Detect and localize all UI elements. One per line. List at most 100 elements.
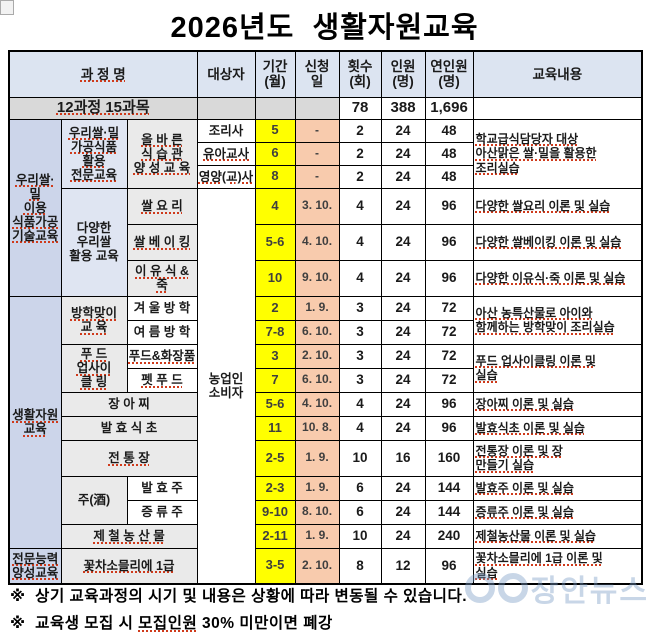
total-cell: 160 [424, 439, 474, 477]
group-cell-rice-wheat: 우리쌀·밀 이용 식품가공 기술교육 [8, 118, 62, 297]
course-cell: 푸드&화장품 [126, 343, 198, 369]
total-cell: 48 [424, 118, 474, 143]
apply-cell: 4. 10. [294, 223, 340, 261]
people-cell: 24 [380, 415, 426, 441]
education-table: 과 정 명 대상자 기간 (월) 신청 일 횟수 (회) 인원 (명) 연인원 … [8, 50, 644, 585]
total-cell: 48 [424, 141, 474, 166]
content-cell: 다양한 쌀베이킹 이론 및 실습 [472, 223, 643, 261]
count-cell: 3 [338, 319, 382, 345]
apply-cell: 2. 10. [294, 547, 340, 585]
people-cell: 24 [380, 523, 426, 549]
apply-cell: - [294, 141, 340, 166]
header-total: 연인원 (명) [424, 50, 474, 98]
apply-cell: 1. 9. [294, 475, 340, 501]
period-cell: 6 [254, 141, 296, 166]
summary-target-empty [196, 96, 256, 120]
people-cell: 24 [380, 187, 426, 225]
header-content: 교육내용 [472, 50, 643, 98]
content-cell: 꽃차소믈리에 1급 이론 및 실습 [472, 547, 643, 585]
table-row: 쌀 베 이 킹 5-6 4. 10. 4 24 96 다양한 쌀베이킹 이론 및… [9, 223, 643, 261]
period-cell: 5 [254, 118, 296, 143]
count-cell: 4 [338, 223, 382, 261]
total-cell: 72 [424, 319, 474, 345]
summary-apply-empty [294, 96, 340, 120]
people-cell: 24 [380, 141, 426, 166]
summary-row: 12과정 15과목 78 388 1,696 [8, 96, 643, 120]
apply-cell: 1. 9. [294, 523, 340, 549]
content-cell-vacation: 아산 농특산물로 아이와 함께하는 방학맞이 조리실습 [472, 295, 643, 345]
target-cell: 영양(교)사 [196, 164, 256, 189]
course-cell: 꽃차소믈리에 1급 [60, 547, 198, 585]
table-row: 생활자원 교육 방학맞이 교 육 겨 울 방 학 2 1. 9. 3 24 72… [8, 295, 643, 549]
count-cell: 3 [338, 367, 382, 393]
people-cell: 24 [380, 223, 426, 261]
period-cell: 7-8 [254, 319, 296, 345]
content-cell: 전통장 이론 및 장 만들기 실습 [472, 439, 643, 477]
content-cell-school-meal: 학교급식담당자 대상 아산맑은 쌀·밀을 활용한 조리실습 [472, 118, 643, 189]
apply-cell: 9. 10. [294, 259, 340, 297]
group-cell-life-resource: 생활자원 교육 [8, 295, 62, 549]
apply-cell: 6. 10. [294, 319, 340, 345]
count-cell: 10 [338, 439, 382, 477]
header-row: 과 정 명 대상자 기간 (월) 신청 일 횟수 (회) 인원 (명) 연인원 … [8, 50, 643, 98]
table-row: 다양한 우리쌀 활용 교육 쌀 요 리 농업인 소비자 4 3. 10. 4 2… [9, 187, 643, 585]
table-row: 유아교사 6 - 2 24 48 [9, 141, 642, 166]
content-cell: 다양한 쌀요리 이론 및 실습 [472, 187, 643, 225]
total-cell: 96 [424, 415, 474, 441]
apply-cell: 1. 9. [294, 295, 340, 321]
count-cell: 2 [338, 164, 382, 189]
table-row: 제 철 농 산 물 2-11 1. 9. 10 24 240 제철농산물 이론 … [9, 523, 643, 549]
table-row: 우리쌀·밀 이용 식품가공 기술교육 우리쌀·밀 가공식품 활용 전문교육 올 … [8, 118, 643, 297]
total-cell: 144 [424, 499, 474, 525]
summary-period-empty [254, 96, 296, 120]
apply-cell: 10. 8. [294, 415, 340, 441]
people-cell: 24 [380, 259, 426, 297]
course-cell: 겨 울 방 학 [126, 295, 198, 321]
apply-cell: 2. 10. [294, 343, 340, 369]
total-cell: 72 [424, 295, 474, 321]
total-cell: 96 [424, 187, 474, 225]
count-cell: 3 [338, 295, 382, 321]
people-cell: 24 [380, 475, 426, 501]
apply-cell: 1. 9. [294, 439, 340, 477]
course-cell: 쌀 베 이 킹 [126, 223, 198, 261]
period-cell: 4 [254, 187, 296, 225]
subgroup-cell-processed-food: 우리쌀·밀 가공식품 활용 전문교육 [60, 118, 128, 189]
count-cell: 4 [338, 259, 382, 297]
course-cell: 쌀 요 리 [126, 187, 198, 225]
content-cell: 제철농산물 이론 및 실습 [472, 523, 643, 549]
course-cell: 제 철 농 산 물 [60, 523, 198, 549]
course-cell: 이 유 식 & 죽 [126, 259, 198, 297]
people-cell: 24 [380, 499, 426, 525]
table-row: 이 유 식 & 죽 10 9. 10. 4 24 96 다양한 이유식·죽 이론… [9, 259, 643, 297]
count-cell: 8 [338, 547, 382, 585]
total-cell: 240 [424, 523, 474, 549]
corner-artifact [0, 0, 14, 15]
summary-label: 12과정 15과목 [8, 96, 198, 120]
period-cell: 2 [254, 295, 296, 321]
table-row: 주(酒) 발 효 주 2-3 1. 9. 6 24 144 발효주 이론 및 실… [9, 475, 643, 525]
people-cell: 24 [380, 343, 426, 369]
subgroup-cell-food-upcycling: 푸 드 업사이 클 링 [60, 343, 128, 393]
total-cell: 96 [424, 547, 474, 585]
period-cell: 2-5 [254, 439, 296, 477]
subgroup-cell-vacation: 방학맞이 교 육 [60, 295, 128, 345]
table-row: 발 효 식 초 11 10. 8. 4 24 96 발효식초 이론 및 실습 [9, 415, 643, 441]
period-cell: 3-5 [254, 547, 296, 585]
subgroup-cell-various-rice: 다양한 우리쌀 활용 교육 [60, 187, 128, 297]
total-cell: 48 [424, 164, 474, 189]
apply-cell: - [294, 164, 340, 189]
count-cell: 2 [338, 118, 382, 143]
apply-cell: - [294, 118, 340, 143]
header-period: 기간 (월) [254, 50, 296, 98]
course-cell: 전 통 장 [60, 439, 198, 477]
total-cell: 96 [424, 391, 474, 417]
table-row: 푸 드 업사이 클 링 푸드&화장품 3 2. 10. 3 24 72 푸드 업… [9, 343, 643, 393]
apply-cell: 4. 10. [294, 391, 340, 417]
subgroup-cell-liquor: 주(酒) [60, 475, 128, 525]
count-cell: 10 [338, 523, 382, 549]
header-target: 대상자 [196, 50, 256, 98]
table-row: 전문능력 양성교육 꽃차소믈리에 1급 3-5 2. 10. 8 12 96 꽃… [8, 547, 643, 585]
header-apply: 신청 일 [294, 50, 340, 98]
